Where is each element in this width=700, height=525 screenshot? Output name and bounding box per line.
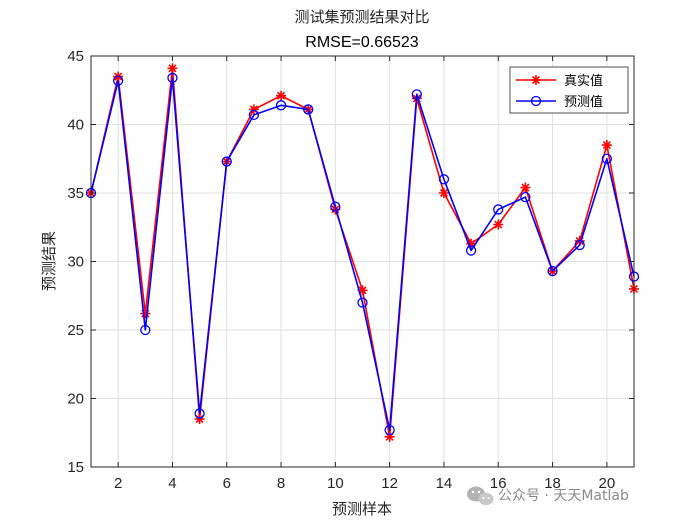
data-point	[113, 75, 124, 86]
x-tick-label: 2	[114, 475, 122, 492]
data-point	[384, 424, 395, 436]
y-tick-label: 30	[67, 254, 84, 271]
y-tick-label: 45	[67, 48, 84, 65]
x-tick-label: 8	[277, 475, 285, 492]
data-point	[167, 72, 178, 84]
data-point	[574, 239, 585, 251]
data-point	[384, 431, 395, 442]
x-axis-label: 预测样本	[332, 500, 392, 518]
data-point	[520, 191, 531, 203]
data-point	[276, 90, 287, 101]
data-point	[194, 414, 205, 425]
chart-title: 测试集预测结果对比	[294, 8, 429, 26]
watermark-text: 公众号 · 天天Matlab	[498, 488, 629, 504]
data-point	[520, 182, 531, 193]
legend: 真实值 预测值	[509, 66, 629, 114]
data-point	[248, 109, 260, 121]
x-tick-label: 12	[381, 475, 398, 492]
y-axis-label: 预测结果	[40, 231, 58, 291]
series-layer	[85, 63, 640, 442]
y-tick-label: 15	[67, 459, 84, 476]
legend-box	[509, 66, 629, 114]
data-point	[330, 201, 341, 212]
legend-marker-true	[531, 75, 541, 85]
data-point	[438, 188, 449, 198]
axes	[90, 55, 635, 468]
x-tick-label: 4	[168, 475, 176, 492]
legend-marker-pred	[530, 95, 542, 107]
x-tick-label: 18	[544, 475, 561, 492]
data-point	[601, 140, 612, 151]
data-point	[194, 408, 205, 419]
data-point	[411, 89, 422, 100]
data-point	[167, 63, 178, 74]
data-point	[493, 204, 504, 215]
wechat-icon	[467, 486, 494, 506]
watermark: 公众号 · 天天Matlab	[467, 486, 629, 506]
data-point	[465, 245, 477, 256]
y-tick-label: 25	[67, 322, 84, 339]
data-point	[140, 324, 151, 336]
x-tick-label: 6	[223, 475, 231, 492]
x-tick-label: 10	[327, 475, 344, 492]
x-tick-label: 14	[436, 475, 453, 492]
y-tick-label: 35	[67, 185, 84, 202]
x-tick-label: 16	[490, 475, 507, 492]
y-tick-label: 20	[67, 391, 84, 408]
series-line-2	[90, 77, 635, 431]
data-point	[221, 156, 232, 167]
data-point	[357, 285, 368, 296]
legend-marker-true-shape	[531, 75, 541, 85]
data-point	[140, 308, 151, 319]
legend-label-pred: 预测值	[564, 94, 603, 110]
legend-label-true: 真实值	[564, 73, 603, 89]
y-tick-label: 40	[67, 117, 84, 134]
data-point	[248, 104, 259, 115]
data-point	[493, 219, 504, 230]
data-point	[438, 174, 450, 185]
x-tick-label: 20	[599, 475, 616, 492]
data-point	[303, 104, 314, 115]
chart-subtitle: RMSE=0.66523	[305, 34, 419, 51]
data-point	[601, 153, 612, 164]
data-point	[466, 238, 477, 249]
data-point	[547, 265, 558, 277]
data-point	[275, 100, 287, 111]
tick-labels: 2 4 6 8 10 12 14 16 18 20 15 20 25 30 35 40 45	[67, 48, 615, 492]
data-point	[357, 297, 368, 308]
